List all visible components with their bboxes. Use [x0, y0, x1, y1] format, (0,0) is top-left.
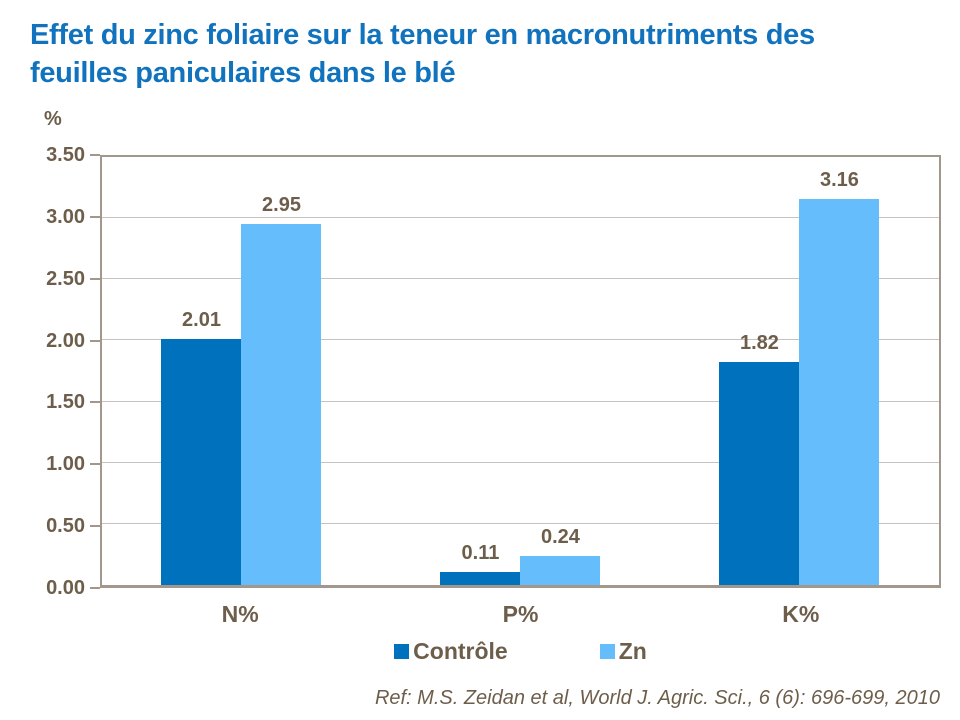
y-tick-mark	[90, 587, 100, 589]
bar-value-label: 0.24	[541, 525, 580, 548]
y-axis-unit-label: %	[44, 108, 62, 130]
y-tick-label: 1.50	[46, 391, 85, 414]
y-tick-mark	[90, 215, 100, 218]
reference-citation: Ref: M.S. Zeidan et al, World J. Agric. …	[374, 687, 940, 709]
bar-zn-K: 3.16	[799, 169, 880, 585]
x-tick-label-K: K%	[782, 601, 820, 627]
y-axis-tick-marks	[90, 154, 100, 589]
bar-zn-N: 2.95	[241, 194, 322, 585]
bar-value-label: 2.95	[262, 194, 301, 217]
gridline	[102, 278, 939, 280]
bar-pair: 0.11 0.24	[440, 157, 601, 585]
y-tick-label: 3.00	[46, 205, 85, 228]
bar-contrôle-P: 0.11	[440, 542, 521, 585]
bar-group-K: 1.82 3.16	[660, 157, 939, 585]
y-tick-label: 0.50	[46, 515, 85, 538]
y-tick-mark	[90, 463, 100, 466]
x-tick-label-N: N%	[221, 601, 259, 627]
bar-contrôle-K: 1.82	[719, 332, 800, 585]
y-tick-mark	[90, 401, 100, 404]
bar-value-label: 2.01	[182, 309, 221, 332]
x-tick-label-P: P%	[502, 601, 539, 627]
legend: Contrôle Zn	[100, 638, 941, 665]
legend-label: Zn	[618, 638, 647, 664]
bar-contrôle-N: 2.01	[161, 309, 242, 585]
y-tick-mark	[90, 277, 100, 280]
bar-value-label: 3.16	[820, 168, 859, 191]
bar-group-N: 2.01 2.95	[102, 157, 381, 585]
chart-title-line-2: feuilles paniculaires dans le blé	[30, 57, 456, 89]
chart-title-line-1: Effet du zinc foliaire sur la teneur en …	[30, 19, 815, 51]
gridline	[102, 522, 939, 524]
plot-area: 2.01 2.95 0.11 0.24 1.82 3.16	[100, 155, 941, 588]
legend-swatch-icon	[394, 644, 410, 659]
y-tick-mark	[90, 525, 100, 528]
legend-label: Contrôle	[413, 638, 508, 664]
y-tick-label: 0.00	[46, 577, 85, 599]
bar-value-label: 1.82	[740, 332, 779, 355]
legend-swatch-icon	[599, 644, 615, 659]
gridline	[102, 217, 939, 219]
gridline	[102, 339, 939, 341]
bar-pair: 2.01 2.95	[161, 157, 322, 585]
y-tick-label: 3.50	[46, 144, 85, 166]
legend-item-zn: Zn	[599, 638, 647, 665]
bar-pair: 1.82 3.16	[719, 157, 880, 585]
y-tick-label: 1.00	[46, 453, 85, 476]
bar-group-P: 0.11 0.24	[381, 157, 660, 585]
x-axis-category-labels: N% P% K%	[100, 601, 941, 631]
y-tick-mark	[90, 154, 100, 156]
y-axis-tick-labels: 0.00 0.50 1.00 1.50 2.00 2.50 3.00 3.50	[0, 145, 85, 598]
y-tick-label: 2.50	[46, 267, 85, 290]
bar-zn-P: 0.24	[520, 526, 601, 585]
legend-item-contrôle: Contrôle	[394, 638, 508, 665]
chart-title: Effet du zinc foliaire sur la teneur en …	[30, 16, 945, 92]
gridline	[102, 400, 939, 402]
gridline	[102, 461, 939, 463]
bar-value-label: 0.11	[461, 541, 500, 564]
y-tick-mark	[90, 339, 100, 342]
y-tick-label: 2.00	[46, 329, 85, 352]
